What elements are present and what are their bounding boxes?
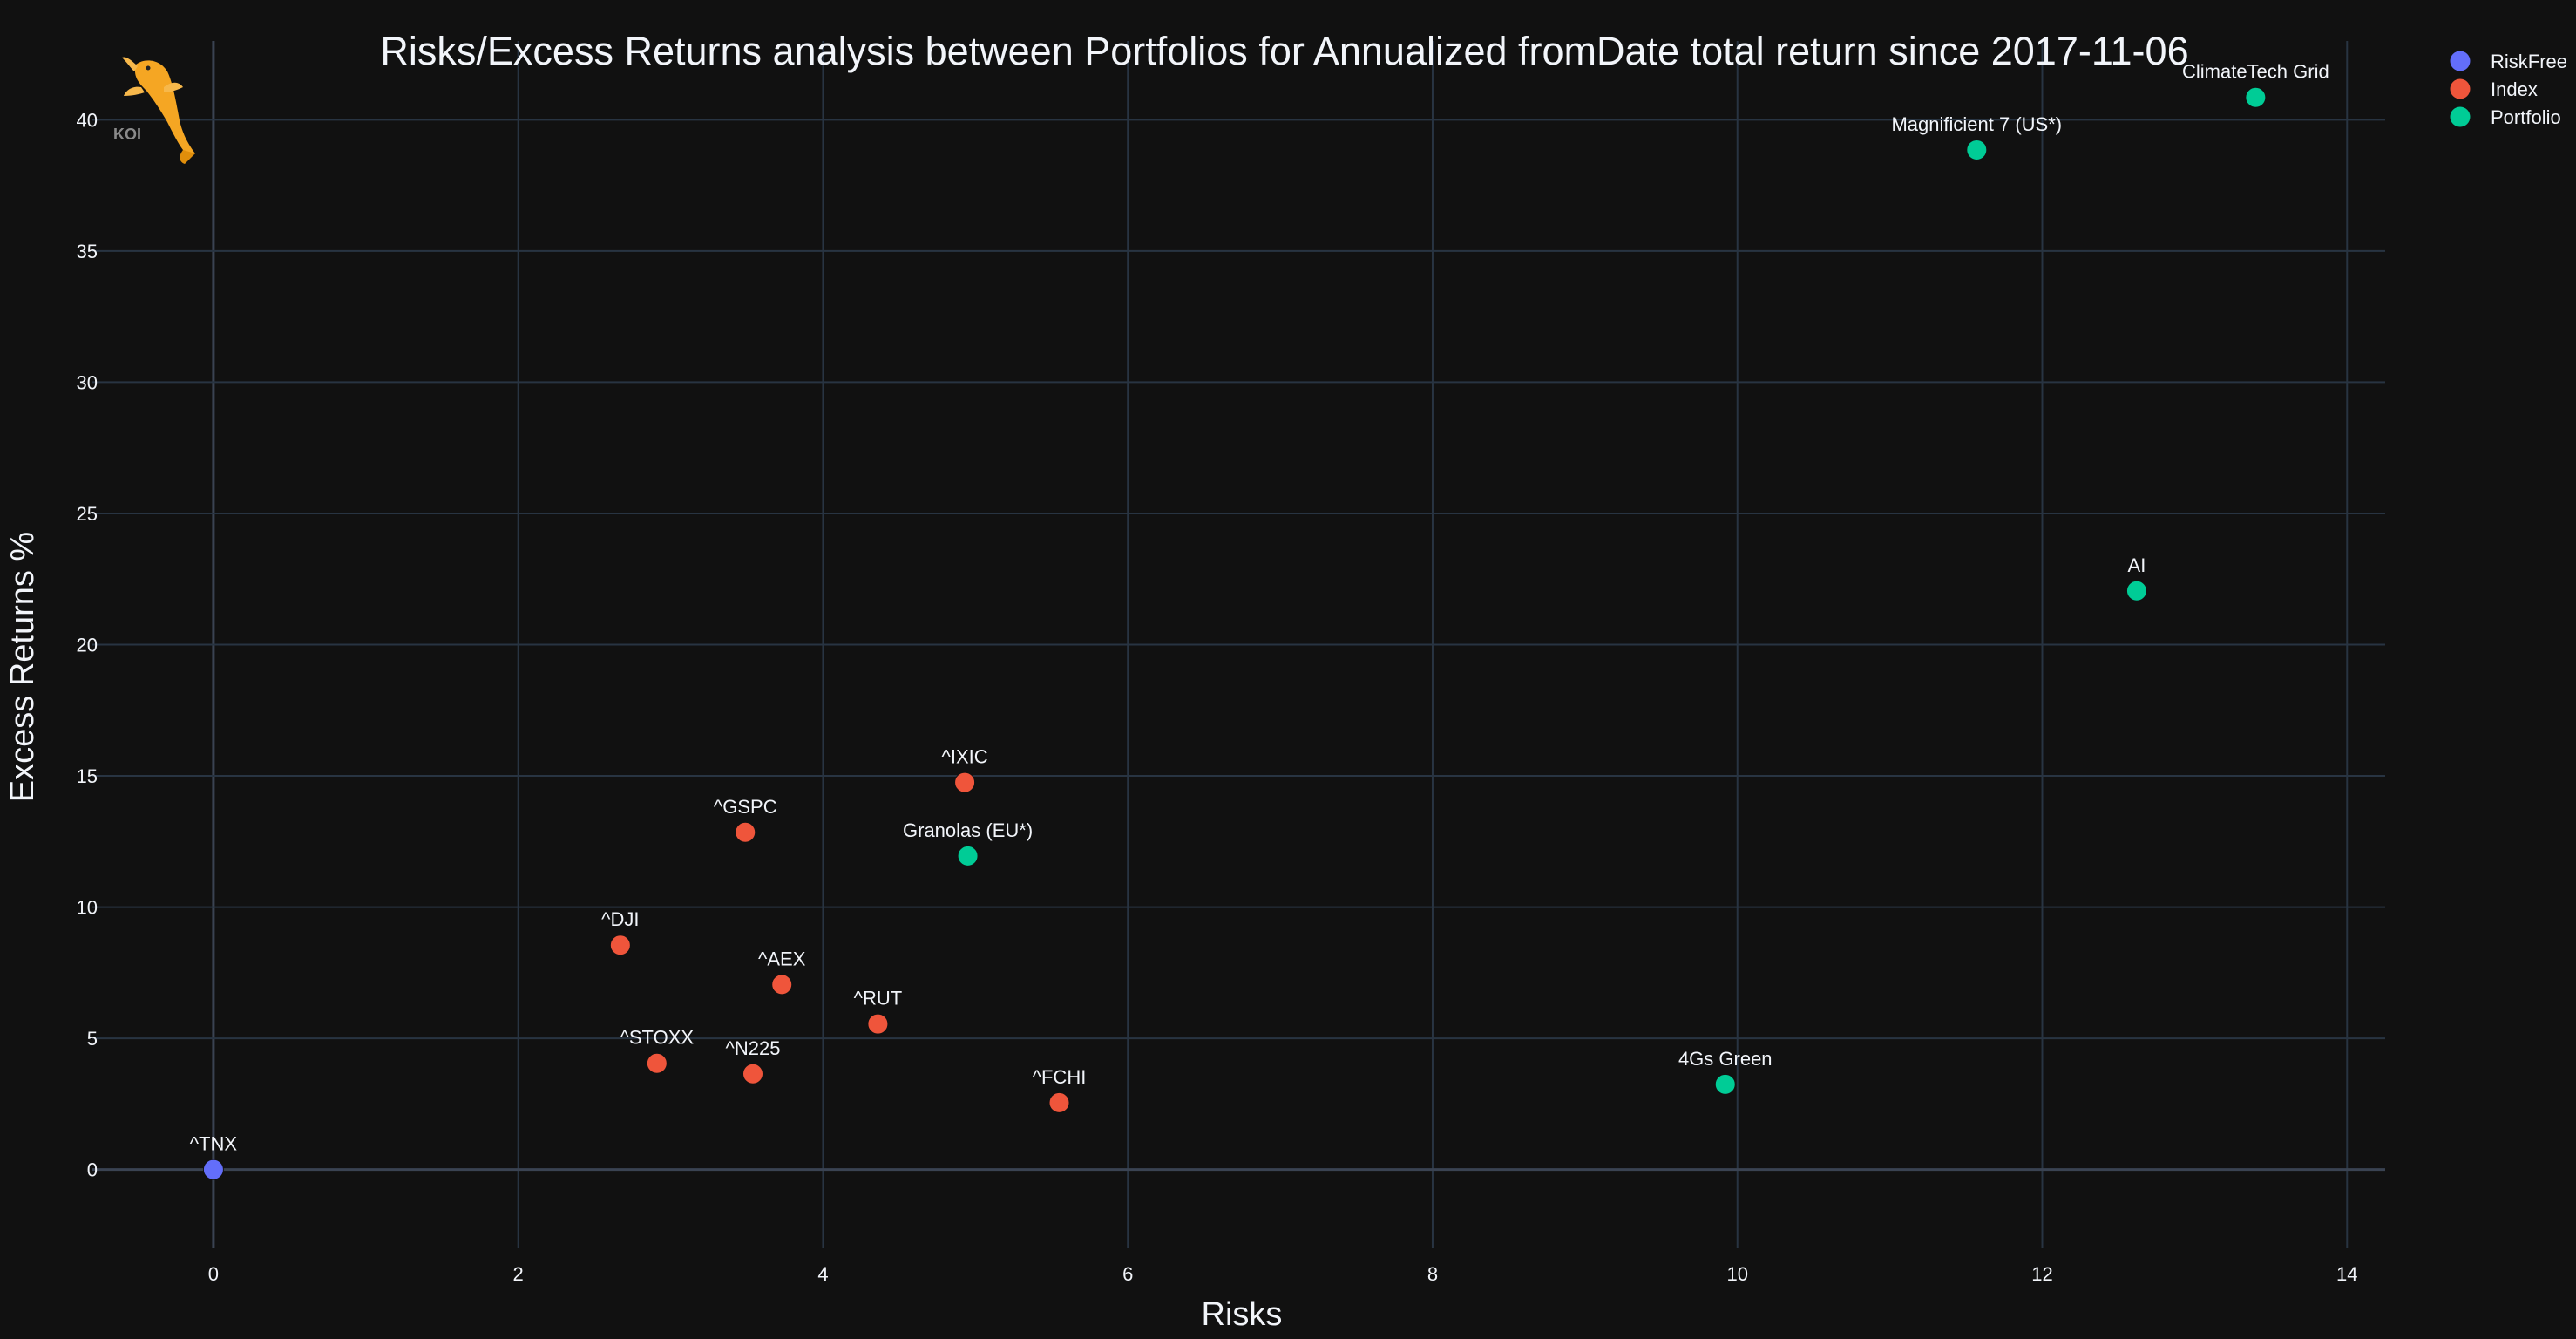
data-points: ^TNX ^IXIC ^GSPC ^DJI ^AEX ^RUT ^STOXX ^N225 ^FC… [190, 61, 2329, 1180]
data-label: ^FCHI [1033, 1066, 1087, 1088]
y-tick-label: 35 [77, 241, 98, 262]
legend-marker [2450, 51, 2471, 71]
data-label: ^DJI [601, 908, 639, 930]
data-point[interactable] [1048, 1091, 1070, 1113]
data-label: ^TNX [190, 1133, 238, 1155]
data-point[interactable] [202, 1159, 224, 1180]
x-tick-label: 0 [208, 1263, 219, 1285]
legend-marker [2450, 78, 2471, 99]
data-label: ClimateTech Grid [2182, 61, 2329, 83]
logo: KOI [113, 57, 195, 164]
data-label: AI [2128, 554, 2146, 576]
y-tick-label: 10 [77, 897, 98, 919]
legend-item-portfolio[interactable]: Portfolio [2450, 106, 2561, 128]
y-tick-label: 15 [77, 765, 98, 787]
data-label: ^N225 [726, 1037, 781, 1059]
series-riskfree: ^TNX [190, 1133, 238, 1180]
data-point[interactable] [742, 1063, 763, 1084]
data-label: 4Gs Green [1678, 1048, 1773, 1070]
data-point[interactable] [2245, 86, 2267, 108]
y-tick-label: 0 [87, 1159, 98, 1181]
data-label: ^GSPC [714, 796, 777, 818]
legend-label: RiskFree [2491, 51, 2567, 72]
y-tick-label: 25 [77, 503, 98, 525]
data-point[interactable] [1714, 1073, 1736, 1095]
data-point[interactable] [1966, 139, 1988, 160]
data-label: ^RUT [854, 988, 903, 1009]
data-point[interactable] [957, 845, 979, 867]
legend-item-riskfree[interactable]: RiskFree [2450, 51, 2568, 72]
legend-label: Index [2491, 78, 2538, 100]
legend: RiskFree Index Portfolio [2450, 51, 2568, 128]
koi-fish-icon [122, 57, 195, 164]
logo-text: KOI [113, 126, 141, 143]
data-label: ^AEX [758, 948, 806, 969]
y-tick-label: 30 [77, 371, 98, 393]
data-point[interactable] [867, 1013, 889, 1035]
data-label: Magnificient 7 (US*) [1891, 113, 2062, 135]
x-axis-ticks: 0 2 4 6 8 10 12 14 [208, 1263, 2358, 1285]
y-tick-label: 20 [77, 635, 98, 656]
data-point[interactable] [954, 771, 976, 793]
chart-title: Risks/Excess Returns analysis between Po… [380, 29, 2188, 73]
data-point[interactable] [646, 1052, 668, 1074]
legend-label: Portfolio [2491, 106, 2561, 128]
data-point[interactable] [2125, 580, 2147, 602]
data-label: ^IXIC [942, 746, 988, 768]
data-point[interactable] [771, 974, 793, 996]
x-tick-label: 12 [2031, 1263, 2052, 1285]
x-tick-label: 4 [817, 1263, 828, 1285]
data-label: Granolas (EU*) [903, 819, 1033, 841]
y-axis-ticks: 0 5 10 15 20 25 30 35 40 [77, 109, 98, 1180]
y-tick-label: 5 [87, 1028, 98, 1050]
x-tick-label: 14 [2336, 1263, 2357, 1285]
series-index: ^IXIC ^GSPC ^DJI ^AEX ^RUT ^STOXX ^N225 ^FCHI [601, 746, 1086, 1113]
legend-item-index[interactable]: Index [2450, 78, 2538, 100]
y-tick-label: 40 [77, 109, 98, 131]
y-axis-title: Excess Returns % [4, 532, 41, 802]
x-tick-label: 2 [513, 1263, 524, 1285]
data-point[interactable] [735, 821, 756, 843]
data-point[interactable] [609, 935, 631, 956]
x-tick-label: 10 [1727, 1263, 1748, 1285]
x-tick-label: 8 [1427, 1263, 1438, 1285]
grid-layer [92, 41, 2385, 1248]
data-label: ^STOXX [620, 1027, 695, 1049]
x-tick-label: 6 [1122, 1263, 1133, 1285]
legend-marker [2450, 106, 2471, 127]
series-portfolio: ClimateTech Grid Magnificient 7 (US*) AI Gr… [903, 61, 2329, 1095]
x-axis-title: Risks [1202, 1296, 1283, 1333]
